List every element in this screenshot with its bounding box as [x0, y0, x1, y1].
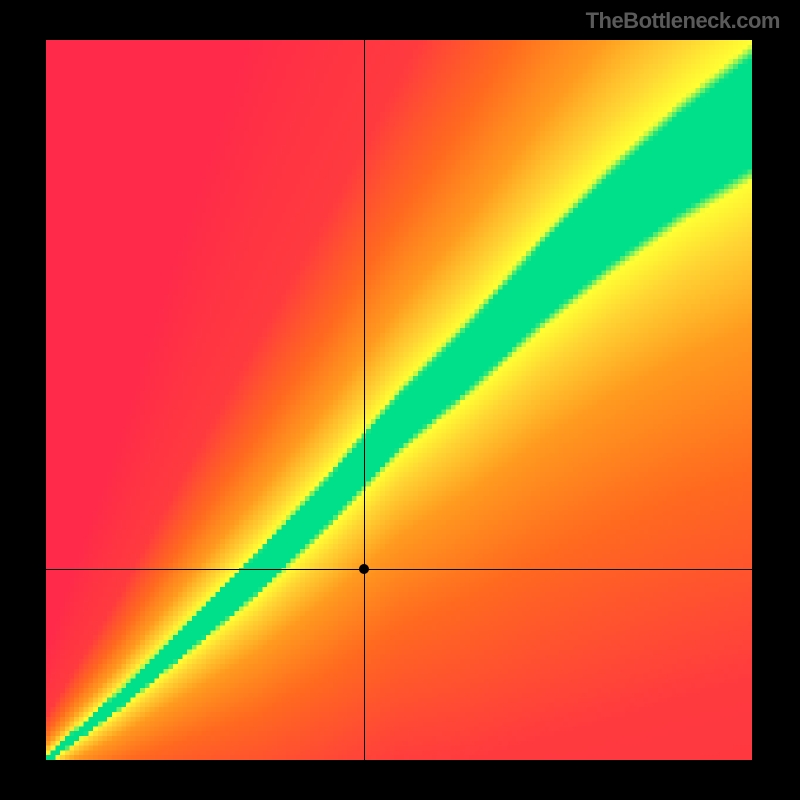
marker-dot: [359, 564, 369, 574]
heatmap-plot: [46, 40, 752, 760]
plot-frame: [0, 0, 800, 800]
crosshair-vertical: [364, 40, 365, 760]
attribution-label: TheBottleneck.com: [586, 8, 780, 34]
heatmap-canvas: [46, 40, 752, 760]
crosshair-horizontal: [46, 569, 752, 570]
